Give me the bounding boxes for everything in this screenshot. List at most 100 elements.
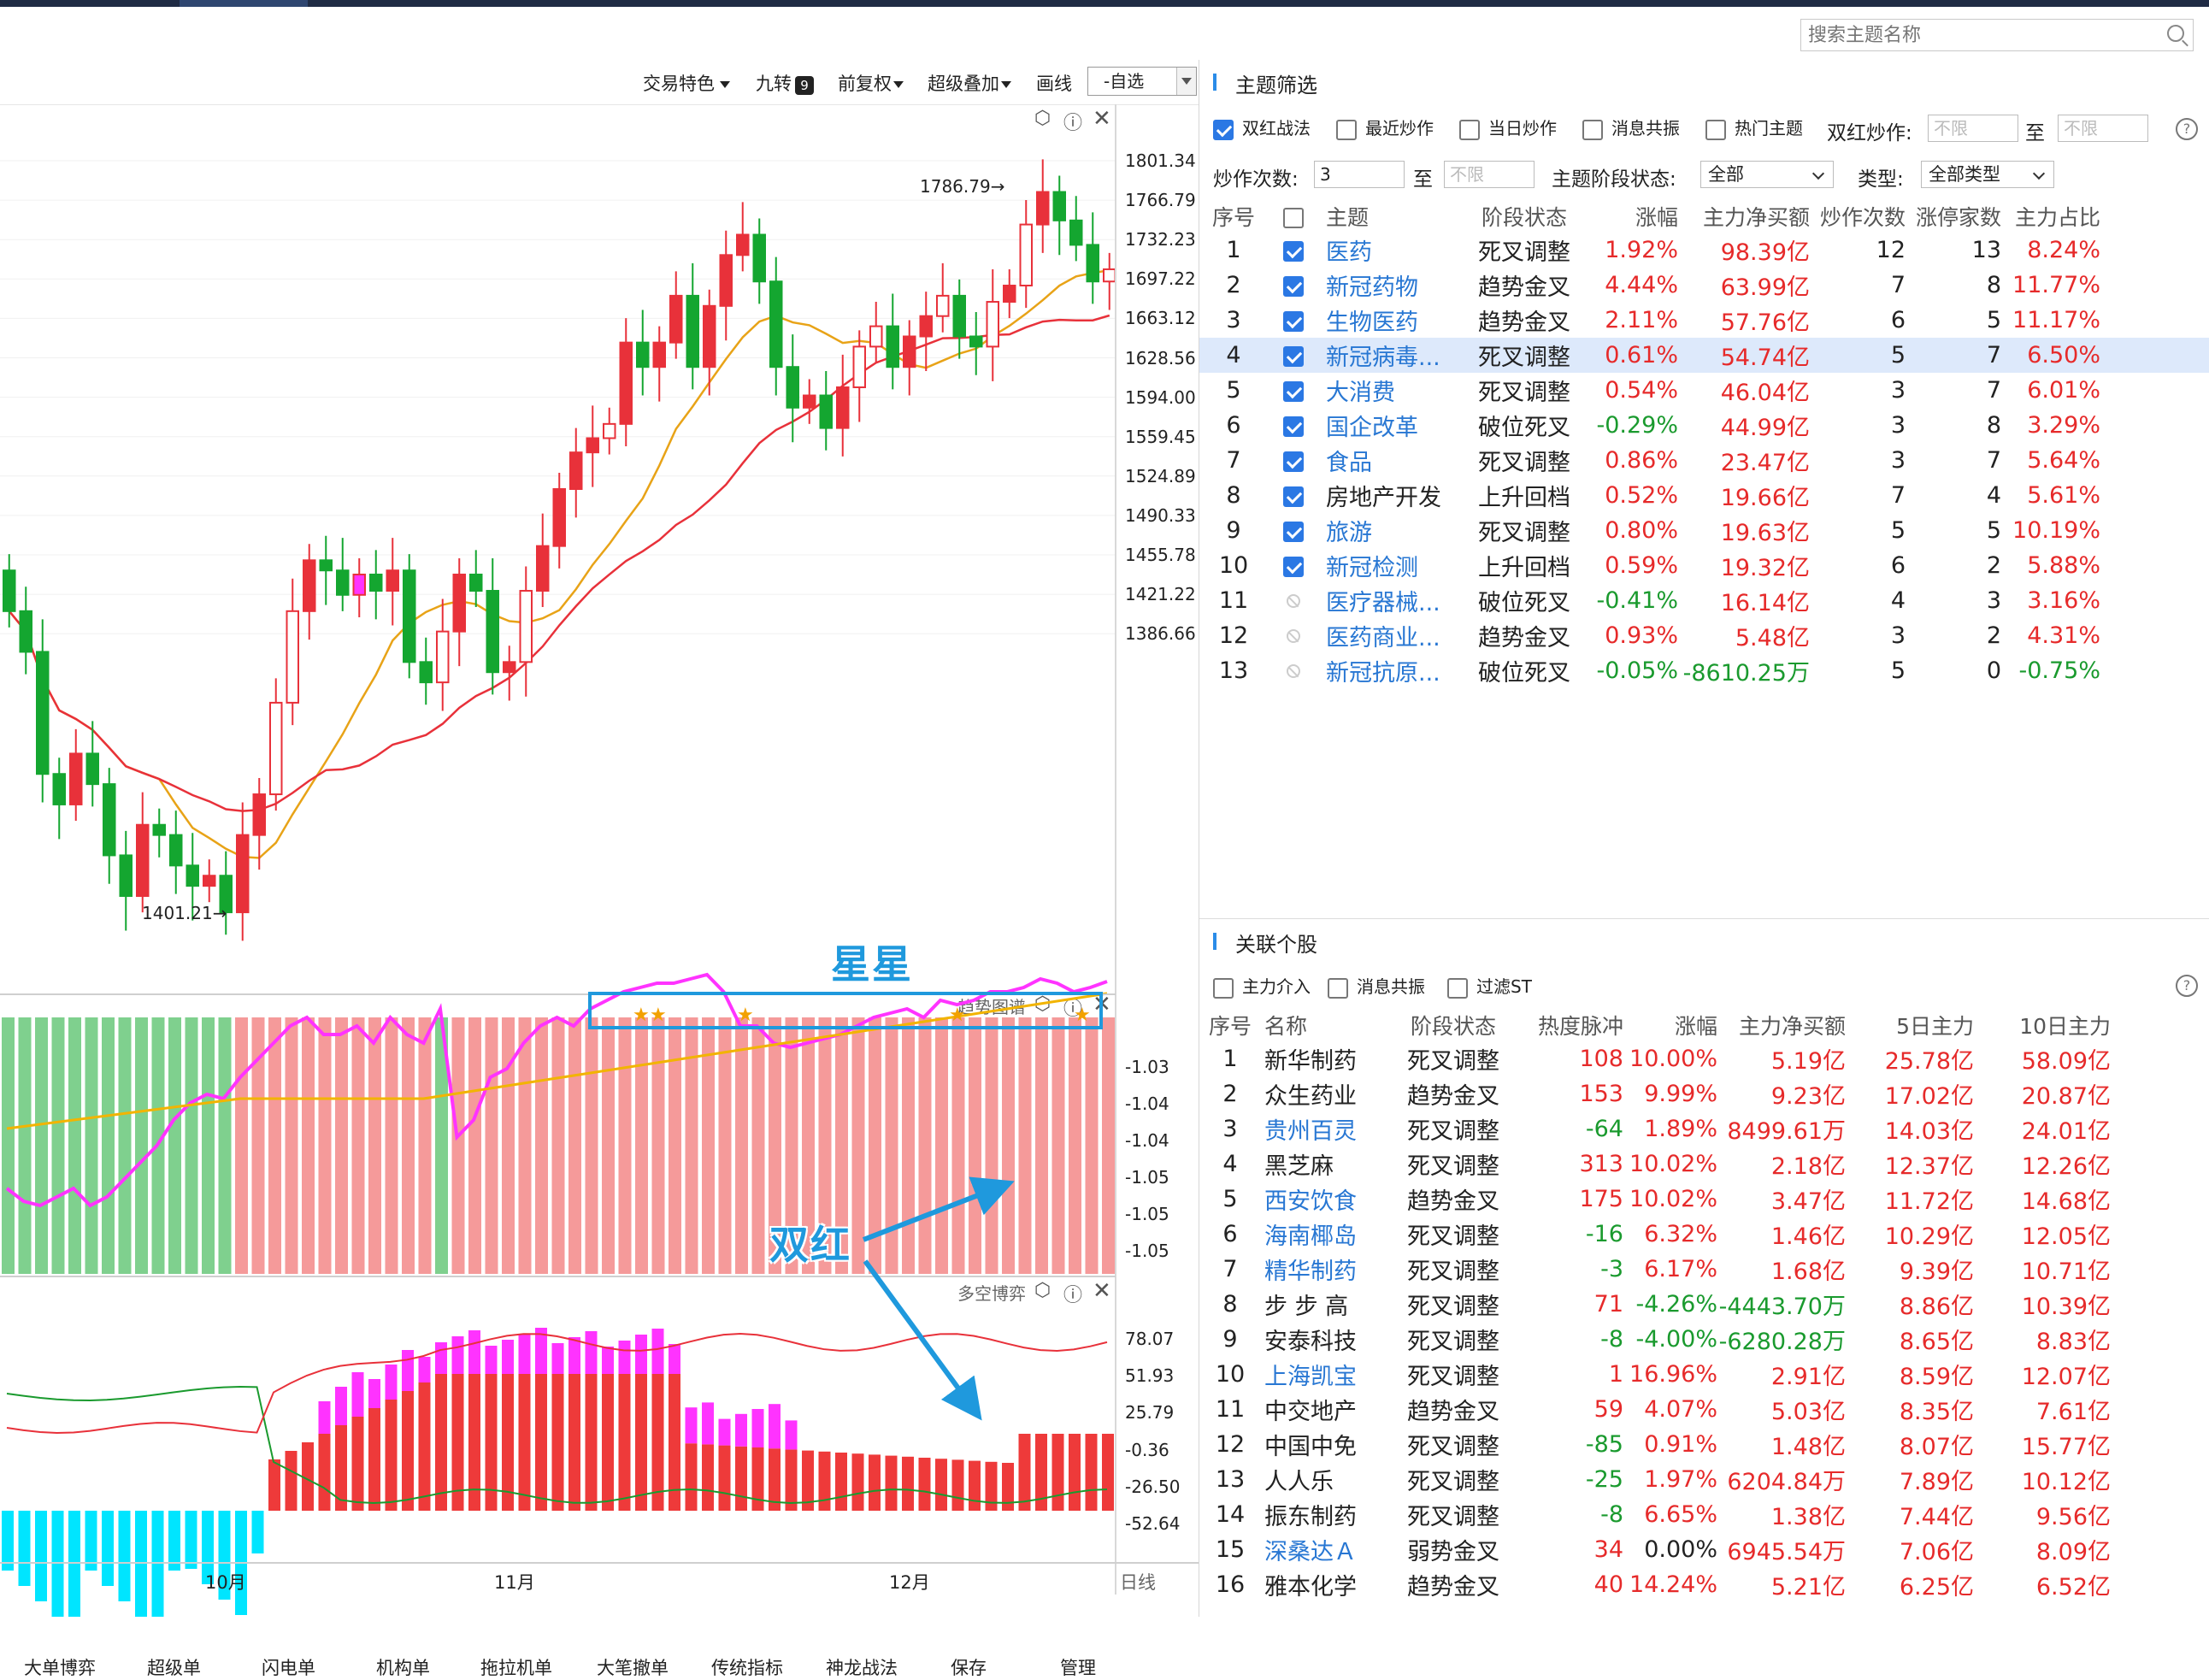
search-icon[interactable] [2167,25,2184,42]
stock-row[interactable]: 1 新华制药 死叉调整 108 10.00% 5.19亿 25.78亿 58.09亿 [1199,1041,2209,1076]
stock-name[interactable]: 西安饮食 [1264,1188,1357,1215]
row-checkbox-cell[interactable] [1268,653,1319,688]
stock-row[interactable]: 2 众生药业 趋势金叉 153 9.99% 9.23亿 17.02亿 20.87亿 [1199,1076,2209,1111]
row-checkbox-cell[interactable] [1268,478,1319,513]
checkbox[interactable] [1328,977,1348,999]
save-button[interactable]: 保存 [951,1658,987,1678]
theme-name-link[interactable]: 新冠检测 [1326,555,1418,581]
overlay-menu[interactable]: 超级叠加 [928,70,1011,96]
theme-row[interactable]: 7 食品 死叉调整 0.86% 23.47亿 3 7 5.64% [1199,443,2209,478]
col-header[interactable]: 涨幅 [1635,205,1678,230]
double-red-min-input[interactable]: 不限 [1928,115,2018,142]
tab-institution-order[interactable]: 机构单 [376,1658,430,1678]
row-checkbox-cell[interactable] [1268,583,1319,618]
stock-name[interactable]: 精华制药 [1264,1259,1357,1285]
stock-name[interactable]: 中国中免 [1264,1434,1357,1460]
adjust-menu[interactable]: 前复权 [838,70,904,96]
stock-name[interactable]: 深桑达Ａ [1264,1539,1357,1565]
stock-row[interactable]: 6 海南椰岛 死叉调整 -16 6.32% 1.46亿 10.29亿 12.05亿 [1199,1217,2209,1252]
help-icon[interactable]: ⓘ [1063,999,1083,1020]
row-checkbox-cell[interactable] [1268,268,1319,303]
row-checkbox-cell[interactable] [1268,373,1319,408]
stock-name[interactable]: 新华制药 [1264,1048,1357,1075]
help-icon[interactable]: ⓘ [1063,1285,1083,1306]
settings-hex-icon[interactable]: ⬡ [1034,108,1051,129]
checkbox[interactable] [1283,275,1304,297]
theme-name-link[interactable]: 房地产开发 [1326,485,1441,511]
tab-traditional-index[interactable]: 传统指标 [711,1658,783,1678]
theme-name-link[interactable]: 食品 [1326,450,1372,476]
settings-hex-icon[interactable]: ⬡ [1034,1280,1051,1301]
theme-row[interactable]: 12 医药商业... 趋势金叉 0.93% 5.48亿 3 2 4.31% [1199,618,2209,653]
filter-news-resonance[interactable]: 消息共振 [1328,973,1425,999]
stock-row[interactable]: 8 步 步 高 死叉调整 71 -4.26% -4443.70万 8.86亿 10.39亿 [1199,1287,2209,1322]
theme-name-link[interactable]: 大消费 [1326,380,1395,406]
col-header[interactable]: 炒作次数 [1819,205,1906,230]
theme-row[interactable]: 9 旅游 死叉调整 0.80% 19.63亿 5 5 10.19% [1199,513,2209,548]
row-checkbox-cell[interactable] [1268,443,1319,478]
theme-search-box[interactable] [1800,19,2194,51]
tab-dragon-method[interactable]: 神龙战法 [826,1658,898,1678]
stock-row[interactable]: 5 西安饮食 趋势金叉 175 10.02% 3.47亿 11.72亿 14.68亿 [1199,1182,2209,1217]
checkbox[interactable] [1283,556,1304,577]
row-checkbox-cell[interactable] [1268,338,1319,373]
theme-row[interactable]: 13 新冠抗原... 破位死叉 -0.05% -8610.25万 5 0 -0.75% [1199,653,2209,688]
checkbox[interactable] [1447,977,1468,999]
jiuzhuan-toggle[interactable]: 九转 9 [756,70,814,96]
theme-row[interactable]: 4 新冠病毒... 死叉调整 0.61% 54.74亿 5 7 6.50% [1199,338,2209,373]
close-icon[interactable]: ✕ [1093,1278,1111,1304]
filter-main-force[interactable]: 主力介入 [1213,973,1311,999]
col-header[interactable]: 序号 [1208,1014,1252,1039]
stock-name[interactable]: 步 步 高 [1264,1294,1349,1320]
theme-search-input[interactable] [1801,20,2152,50]
stock-name[interactable]: 振东制药 [1264,1504,1357,1530]
stock-row[interactable]: 3 贵州百灵 死叉调整 -64 1.89% 8499.61万 14.03亿 24.01亿 [1199,1111,2209,1147]
stock-name[interactable]: 黑芝麻 [1264,1153,1334,1180]
stock-row[interactable]: 12 中国中免 死叉调整 -85 0.91% 1.48亿 8.07亿 15.77亿 [1199,1427,2209,1462]
checkbox[interactable] [1283,521,1304,542]
row-checkbox-cell[interactable] [1268,513,1319,548]
filter-news[interactable]: 消息共振 [1582,115,1680,140]
theme-name-link[interactable]: 新冠病毒... [1319,338,1473,373]
tab-super-order[interactable]: 超级单 [147,1658,201,1678]
type-select[interactable]: 全部类型 [1921,161,2054,188]
filter-today[interactable]: 当日炒作 [1459,115,1557,140]
count-max-input[interactable]: 不限 [1444,161,1535,188]
checkbox[interactable] [1705,119,1726,140]
checkbox[interactable] [1283,416,1304,437]
tab-big-order-game[interactable]: 大单博弈 [24,1658,96,1678]
help-icon[interactable]: ⓘ [1063,113,1083,134]
row-checkbox-cell[interactable] [1268,303,1319,338]
theme-name-link[interactable]: 医药 [1326,239,1372,266]
help-icon[interactable]: ? [2176,975,2198,997]
col-header-select-all[interactable] [1268,200,1319,233]
row-checkbox-cell[interactable] [1268,548,1319,583]
theme-name-link[interactable]: 医疗器械... [1326,590,1440,616]
stage-select[interactable]: 全部 [1700,161,1834,188]
kline-chart[interactable]: ★ ★ ★ ★ ★ [0,60,1199,1617]
filter-recent[interactable]: 最近炒作 [1336,115,1434,140]
stock-name[interactable]: 安泰科技 [1264,1329,1357,1355]
stock-row[interactable]: 10 上海凯宝 死叉调整 1 16.96% 2.91亿 8.59亿 12.07亿 [1199,1357,2209,1392]
checkbox[interactable] [1283,310,1304,332]
row-checkbox-cell[interactable] [1268,233,1319,268]
theme-row[interactable]: 10 新冠检测 上升回档 0.59% 19.32亿 6 2 5.88% [1199,548,2209,583]
stock-row[interactable]: 14 振东制药 死叉调整 -8 6.65% 1.38亿 7.44亿 9.56亿 [1199,1497,2209,1532]
filter-st[interactable]: 过滤ST [1447,973,1532,999]
stock-name[interactable]: 众生药业 [1264,1083,1357,1110]
theme-row[interactable]: 1 医药 死叉调整 1.92% 98.39亿 12 13 8.24% [1199,233,2209,268]
theme-name-link[interactable]: 旅游 [1326,520,1372,546]
col-header[interactable]: 热度脉冲 [1537,1014,1623,1039]
filter-double-red[interactable]: 双红战法 [1213,115,1311,140]
stock-row[interactable]: 13 人人乐 死叉调整 -25 1.97% 6204.84万 7.89亿 10.12亿 [1199,1462,2209,1497]
filter-hot[interactable]: 热门主题 [1705,115,1803,140]
double-red-max-input[interactable]: 不限 [2058,115,2148,142]
trade-feature-menu[interactable]: 交易特色 [643,70,730,96]
checkbox[interactable] [1213,977,1234,999]
stock-row[interactable]: 16 雅本化学 趋势金叉 40 14.24% 5.21亿 6.25亿 6.52亿 [1199,1567,2209,1602]
select-all-checkbox[interactable] [1283,207,1304,228]
stock-name[interactable]: 贵州百灵 [1264,1118,1357,1145]
row-checkbox-cell[interactable] [1268,408,1319,443]
checkbox[interactable] [1283,380,1304,402]
col-header[interactable]: 5日主力 [1896,1014,1974,1039]
